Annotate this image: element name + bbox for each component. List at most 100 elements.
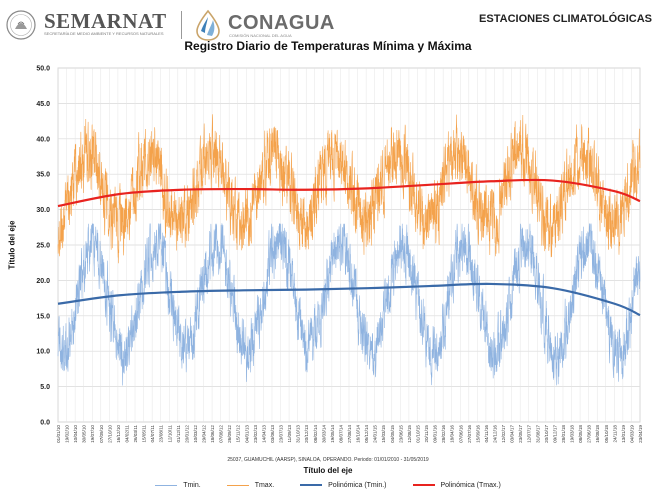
x-tick-label: 15/09/16 [475,425,480,443]
x-tick-label: 04/01/13 [244,425,249,443]
y-axis-title: Título del eje [7,220,17,270]
legend-swatch-tmin [155,484,178,486]
x-tick-label: 04/02/11 [124,425,129,443]
x-tick-label: 15/05/11 [142,425,147,443]
x-tick-label: 19/07/10 [90,425,95,443]
chart-legend: Tmin. Tmax. Polinómica (Tmin.) Polinómic… [0,478,656,492]
legend-swatch-poly-tmax [412,484,435,486]
x-tick-label: 08/07/14 [338,425,343,443]
x-tick-label: 23/08/11 [159,425,164,443]
x-tick-label: 23/04/19 [638,425,643,443]
report-title: ESTACIONES CLIMATOLÓGICAS [479,13,652,25]
y-tick-label: 15.0 [36,313,50,320]
x-tick-label: 07/08/12 [219,425,224,443]
trend-line-tmin [57,282,641,317]
x-tick-label: 27/07/16 [467,425,472,443]
y-tick-label: 35.0 [36,172,50,179]
x-tick-label: 04/05/15 [390,425,395,443]
x-tick-label: 12/02/17 [501,425,506,443]
legend-label-tmax: Tmax. [254,481,275,489]
x-tick-label: 07/06/16 [458,425,463,443]
x-tick-label: 23/07/13 [279,425,284,443]
legend-swatch-poly-tmin [300,484,323,486]
legend-label-poly-tmin: Polinómica (Tmin.) [328,481,387,489]
x-tick-label: 24/11/18 [612,425,617,443]
x-tick-label: 19/05/14 [330,425,335,443]
x-tick-label: 09/01/16 [433,425,438,443]
x-tick-label: 24/01/15 [373,425,378,443]
x-tick-label: 01/12/11 [176,425,181,443]
x-tick-label: 27/06/18 [587,425,592,443]
x-tick-label: 27/08/14 [347,425,352,443]
trend-line-tmax [57,178,641,208]
y-tick-label: 10.0 [36,349,50,356]
x-tick-label: 12/10/11 [167,425,172,443]
x-tick-label: 18/06/12 [210,425,215,443]
x-tick-label: 26/03/11 [133,425,138,443]
x-tick-label: 05/10/18 [604,425,609,443]
conagua-logo-text: CONAGUA [228,12,335,34]
y-tick-label: 5.0 [40,384,50,391]
x-tick-label: 15/11/12 [236,425,241,443]
x-tick-label: 30/05/10 [82,425,87,443]
x-tick-label: 08/05/18 [578,425,583,443]
x-tick-label: 30/03/14 [321,425,326,443]
x-tick-label: 08/02/14 [313,425,318,443]
x-tick-label: 10/03/12 [193,425,198,443]
legend-item-poly-tmax: Polinómica (Tmax.) [412,478,501,492]
x-tick-label: 23/06/15 [398,425,403,443]
conagua-water-logo-icon [196,9,220,41]
x-tick-label: 19/03/18 [570,425,575,443]
x-tick-label: 26/09/12 [227,425,232,443]
x-tick-label: 12/08/15 [407,425,412,443]
x-tick-label: 24/12/16 [493,425,498,443]
x-tick-label: 13/01/19 [621,425,626,443]
x-tick-label: 15/03/15 [381,425,386,443]
y-tick-label: 0.0 [40,420,50,427]
x-tick-label: 11/09/13 [287,425,292,443]
x-tick-label: 12/07/17 [527,425,532,443]
y-tick-label: 30.0 [36,207,50,214]
x-tick-label: 20/10/17 [544,425,549,443]
x-tick-label: 28/02/16 [441,425,446,443]
x-tick-label: 10/04/10 [73,425,78,443]
page-header: SEMARNAT SECRETARÍA DE MEDIO AMBIENTE Y … [0,0,656,52]
x-tick-label: 04/11/16 [484,425,489,443]
x-tick-label: 03/04/17 [510,425,515,443]
x-tick-label: 04/07/11 [150,425,155,443]
x-tick-label: 29/04/12 [202,425,207,443]
x-axis-title: Título del eje [303,466,353,475]
y-tick-label: 20.0 [36,278,50,285]
x-tick-label: 31/10/13 [296,425,301,443]
x-tick-label: 31/08/17 [535,425,540,443]
legend-item-poly-tmin: Polinómica (Tmin.) [300,478,387,492]
x-tick-label: 28/01/18 [561,425,566,443]
x-tick-label: 20/12/13 [304,425,309,443]
x-tick-label: 16/10/14 [356,425,361,443]
x-tick-label: 07/09/10 [99,425,104,443]
logo-divider [181,11,182,39]
legend-item-tmax: Tmax. [226,478,275,492]
x-tick-label: 14/04/13 [261,425,266,443]
chart-title: Registro Diario de Temperaturas Mínima y… [184,39,472,53]
x-tick-label: 05/12/14 [364,425,369,443]
y-tick-label: 25.0 [36,243,50,250]
conagua-subtitle: COMISIÓN NACIONAL DEL AGUA [229,33,292,38]
legend-label-poly-tmax: Polinómica (Tmax.) [440,481,501,489]
series-line-tmin [57,223,641,386]
x-tick-label: 04/03/19 [629,425,634,443]
legend-item-tmin: Tmin. [155,478,201,492]
legend-swatch-tmax [226,484,249,486]
station-info: 25037, GUAMUCHIL (AARSP), SINALOA, OPERA… [227,457,429,463]
x-tick-label: 16/08/18 [595,425,600,443]
x-tick-label: 20/01/12 [184,425,189,443]
x-tick-label: 27/10/10 [107,425,112,443]
y-tick-label: 45.0 [36,101,50,108]
x-tick-label: 20/11/15 [424,425,429,443]
semarnat-subtitle: SECRETARÍA DE MEDIO AMBIENTE Y RECURSOS … [44,31,164,36]
x-tick-label: 03/06/13 [270,425,275,443]
x-tick-label: 01/10/15 [415,425,420,443]
x-tick-label: 09/12/17 [552,425,557,443]
y-tick-label: 40.0 [36,136,50,143]
